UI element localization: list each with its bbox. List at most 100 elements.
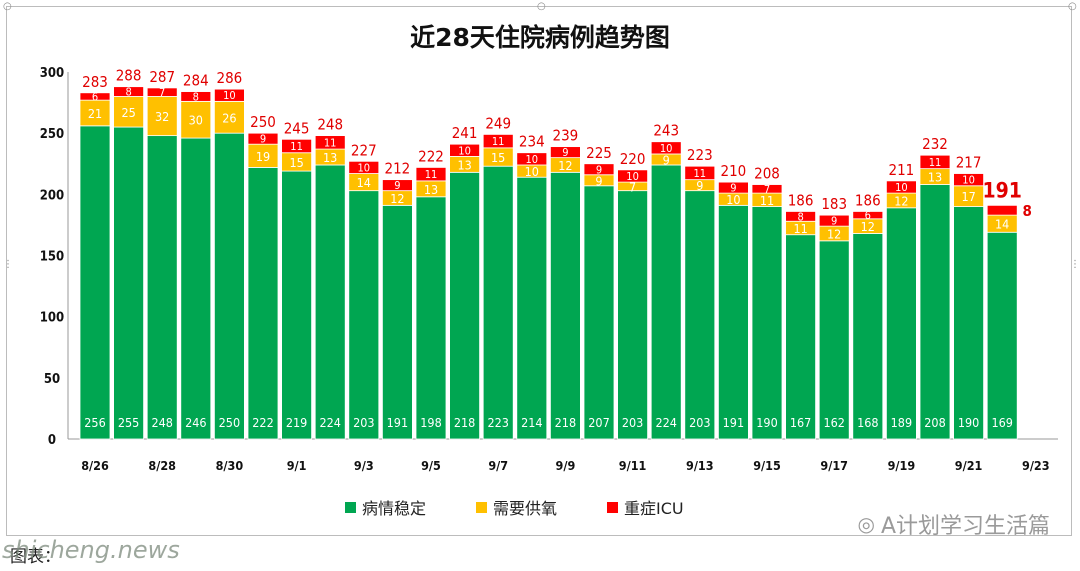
data-label-oxygen: 17 (961, 189, 975, 204)
x-tick-label: 9/9 (556, 458, 576, 473)
data-label-oxygen: 7 (629, 179, 636, 194)
bar-segment-stable (684, 190, 716, 440)
x-tick-label: 8/26 (81, 458, 109, 473)
data-label-icu: 6 (92, 90, 98, 103)
resize-handle-top-center[interactable]: ○ (537, 1, 546, 12)
data-label-total: 250 (250, 113, 276, 131)
data-label-oxygen: 12 (861, 219, 875, 234)
resize-handle-top-left[interactable]: ○ (3, 1, 12, 12)
bar-segment-icu (247, 132, 279, 145)
data-label-stable: 208 (924, 415, 945, 430)
resize-handle-top-right[interactable]: ○ (1068, 1, 1077, 12)
data-label-stable: 168 (857, 415, 878, 430)
data-label-oxygen: 13 (424, 182, 438, 197)
resize-handle-right[interactable]: ⋮ (1070, 259, 1080, 270)
resize-handle-left[interactable]: ⋮ (3, 259, 13, 270)
legend-item-oxygen: 需要供氧 (476, 495, 557, 519)
bar-segment-icu (146, 87, 178, 97)
data-label-stable: 219 (286, 415, 307, 430)
data-label-stable: 214 (521, 415, 542, 430)
bar-segment-icu (886, 180, 917, 194)
bar-segment-icu (281, 138, 313, 154)
data-label-oxygen: 10 (525, 164, 539, 179)
data-label-oxygen: 10 (726, 192, 740, 207)
data-label-total: 232 (922, 135, 948, 153)
x-tick-label: 9/11 (619, 458, 647, 473)
legend-label-icu: 重症ICU (624, 499, 684, 518)
x-tick-label: 9/3 (354, 458, 374, 473)
legend-label-oxygen: 需要供氧 (493, 499, 558, 518)
data-label-icu: 10 (458, 144, 471, 157)
x-tick-label: 8/28 (148, 458, 176, 473)
bar-segment-stable (146, 135, 178, 440)
bar-segment-oxygen (79, 99, 111, 127)
data-label-oxygen: 32 (155, 109, 169, 124)
data-label-icu: 8 (797, 210, 803, 223)
x-tick-label: 9/13 (686, 458, 714, 473)
data-label-total: 288 (116, 67, 142, 85)
data-label-oxygen: 19 (256, 149, 270, 164)
y-tick-label: 250 (40, 127, 64, 142)
data-label-oxygen: 9 (696, 178, 703, 193)
data-label-total: 212 (385, 160, 411, 178)
bar-segment-stable (785, 234, 816, 440)
data-label-stable: 191 (387, 415, 408, 430)
data-label-icu: 11 (324, 136, 337, 149)
data-label-stable: 224 (319, 415, 340, 430)
data-label-total: 222 (418, 147, 444, 165)
x-tick-label: 9/15 (753, 458, 781, 473)
data-label-stable: 203 (353, 415, 374, 430)
data-label-stable: 218 (454, 415, 475, 430)
data-label-icu: 9 (730, 182, 736, 195)
data-label-total: 223 (687, 146, 713, 164)
bar-segment-stable (449, 171, 481, 440)
data-label-icu: 9 (260, 133, 266, 146)
data-label-stable: 167 (790, 415, 811, 430)
legend-swatch-oxygen (476, 501, 488, 513)
data-label-icu: 7 (764, 183, 770, 196)
bar-segment-stable (583, 185, 615, 440)
data-label-total: 210 (721, 162, 747, 180)
bar-segment-icu (550, 146, 581, 159)
data-label-total: 211 (889, 161, 915, 179)
data-label-stable: 246 (185, 415, 206, 430)
bar-segment-stable (247, 167, 279, 440)
bar-segment-stable (348, 190, 380, 440)
data-label-icu: 11 (929, 156, 942, 169)
bar-segment-icu (180, 91, 212, 102)
bar-segment-icu (348, 160, 380, 174)
bar-segment-icu (516, 152, 548, 166)
data-label-icu: 10 (962, 174, 975, 187)
watermark-text: A计划学习生活篇 (880, 514, 1050, 539)
bar-segment-icu (617, 169, 648, 183)
bar-segment-oxygen (146, 96, 178, 137)
data-label-icu: 11 (425, 168, 438, 181)
bar-segment-stable (919, 184, 951, 440)
data-label-icu: 9 (831, 215, 837, 228)
data-label-icu: 11 (694, 167, 707, 180)
x-tick-label: 9/17 (820, 458, 848, 473)
x-tick-label: 9/23 (1022, 458, 1050, 473)
data-label-icu: 9 (562, 146, 568, 159)
data-label-total: 239 (553, 127, 579, 145)
data-label-stable: 224 (655, 415, 676, 430)
data-label-stable: 189 (891, 415, 912, 430)
data-label-total: 191 (982, 178, 1021, 202)
data-label-icu: 10 (358, 161, 371, 174)
x-tick-label: 9/1 (287, 458, 307, 473)
legend-item-icu: 重症ICU (607, 495, 684, 519)
data-label-stable: 218 (555, 415, 576, 430)
bar-segment-icu (79, 92, 111, 101)
data-label-oxygen: 15 (289, 155, 303, 170)
data-label-stable: 223 (487, 415, 508, 430)
bar-segment-icu (919, 154, 951, 170)
data-label-stable: 190 (958, 415, 979, 430)
data-label-oxygen: 14 (357, 175, 371, 190)
data-label-oxygen: 11 (793, 221, 807, 236)
bar-segment-stable (381, 204, 413, 440)
bar-segment-icu (583, 163, 615, 176)
data-label-total: 286 (217, 69, 243, 87)
data-label-total: 227 (351, 141, 377, 159)
data-label-icu: 8 (193, 90, 199, 103)
bar-segment-stable (751, 206, 783, 440)
